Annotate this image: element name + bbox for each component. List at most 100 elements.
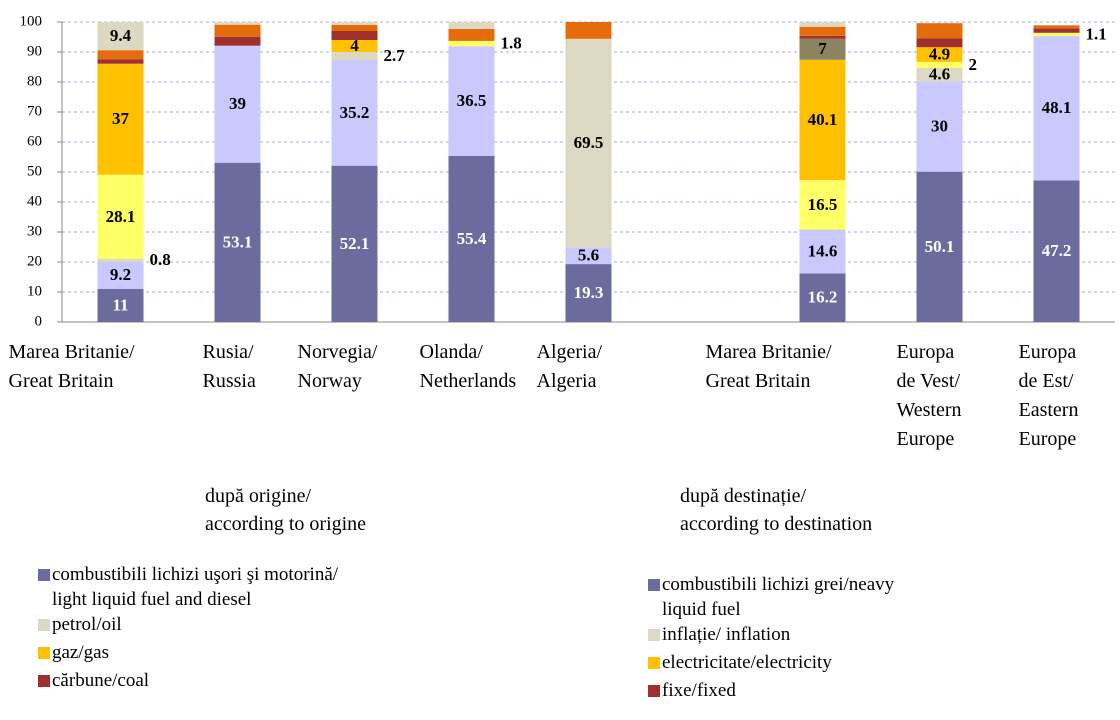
y-tick-label: 40 bbox=[27, 193, 42, 209]
data-label: 4 bbox=[350, 36, 359, 55]
bar-segment bbox=[97, 289, 144, 322]
y-tick-label: 10 bbox=[27, 283, 42, 299]
bar-segment bbox=[799, 35, 846, 39]
data-label: 48.1 bbox=[1042, 98, 1072, 117]
bar-segment bbox=[214, 162, 261, 322]
bar-segment bbox=[916, 61, 963, 68]
y-tick-label: 80 bbox=[27, 73, 42, 89]
data-label: 50.1 bbox=[925, 237, 955, 256]
bar-segment bbox=[331, 40, 378, 52]
data-label: 36.5 bbox=[457, 91, 487, 110]
bar-segment bbox=[331, 52, 378, 61]
data-label: 69.5 bbox=[574, 133, 604, 152]
bar-segment bbox=[565, 247, 612, 265]
bar-segment bbox=[214, 24, 261, 37]
bar-segment bbox=[799, 22, 846, 27]
bar-segment bbox=[799, 180, 846, 230]
legend-label: fixe/fixed bbox=[662, 680, 736, 701]
bar-segment bbox=[331, 60, 378, 166]
y-tick-label: 70 bbox=[27, 103, 42, 119]
x-tick-label: Algeria/ Algeria bbox=[536, 341, 603, 392]
legend-swatch bbox=[648, 629, 660, 641]
data-label: 4.6 bbox=[929, 65, 950, 84]
data-label: 55.4 bbox=[457, 229, 487, 248]
bar-segment bbox=[916, 38, 963, 48]
data-label: 19.3 bbox=[574, 283, 604, 302]
bar-segment bbox=[97, 174, 144, 259]
bar-segment bbox=[448, 40, 495, 47]
bar-segment bbox=[1033, 28, 1080, 33]
legend-swatch bbox=[38, 569, 50, 581]
legend-swatch bbox=[648, 579, 660, 591]
bar-segment bbox=[1033, 180, 1080, 322]
bar-segment bbox=[214, 22, 261, 25]
bar-segment bbox=[799, 26, 846, 36]
bar-segment bbox=[916, 81, 963, 172]
bar-segment bbox=[97, 63, 144, 175]
bar-segment bbox=[448, 46, 495, 156]
data-label: 4.9 bbox=[929, 44, 950, 63]
bar-segment bbox=[565, 264, 612, 322]
legend-label: electricitate/electricity bbox=[662, 652, 832, 673]
legend-label: gaz/gas bbox=[52, 642, 109, 663]
data-label: 7 bbox=[818, 39, 827, 58]
data-label: 47.2 bbox=[1042, 241, 1072, 260]
bar-segment bbox=[916, 23, 963, 39]
data-label: 39 bbox=[229, 94, 246, 113]
legend-swatch bbox=[38, 675, 50, 687]
bar-segment bbox=[448, 22, 495, 29]
data-label: 40.1 bbox=[808, 110, 838, 129]
bar-segment bbox=[448, 155, 495, 322]
x-tick-label: Marea Britanie/ Great Britain bbox=[705, 341, 832, 392]
x-tick-label: Marea Britanie/ Great Britain bbox=[8, 341, 135, 392]
bar-segment bbox=[799, 59, 846, 181]
bar-segment bbox=[331, 25, 378, 31]
y-tick-label: 20 bbox=[27, 253, 42, 269]
legend-swatch bbox=[38, 619, 50, 631]
data-label: 11 bbox=[112, 295, 128, 314]
data-label: 5.6 bbox=[578, 246, 599, 265]
bar-segment bbox=[331, 31, 378, 40]
data-label: 9.2 bbox=[110, 265, 131, 284]
bar-segment bbox=[214, 36, 261, 46]
data-label: 14.6 bbox=[808, 241, 838, 260]
x-tick-label: Olanda/ Netherlands bbox=[419, 341, 517, 392]
legend-label: combustibili lichizi grei/neavy liquid f… bbox=[662, 574, 895, 620]
x-tick-label: Rusia/ Russia bbox=[202, 341, 256, 392]
x-tick-label: Europa de Est/ Eastern Europe bbox=[1018, 341, 1079, 450]
legend-swatch bbox=[648, 657, 660, 669]
legend-swatch bbox=[38, 647, 50, 659]
legend-label: combustibili lichizi uşori şi motorină/ … bbox=[52, 564, 339, 610]
bar-segment bbox=[916, 67, 963, 82]
y-tick-label: 100 bbox=[20, 13, 43, 29]
data-label: 52.1 bbox=[340, 234, 370, 253]
bar-segment bbox=[97, 59, 144, 64]
bar-segment bbox=[565, 22, 612, 39]
bar-segment bbox=[916, 171, 963, 322]
group-label: după origine/ according to origine bbox=[205, 485, 367, 535]
bar-segment bbox=[565, 38, 612, 248]
data-label: 1.8 bbox=[501, 34, 522, 53]
y-tick-label: 30 bbox=[27, 223, 42, 239]
chart: 0 10 20 30 40 50 60 70 80 90 100 11 9.2 0.8 28.1 37 9.4 5… bbox=[20, 13, 1115, 329]
bar-segment bbox=[214, 45, 261, 163]
data-label: 1.1 bbox=[1086, 24, 1107, 43]
y-tick-label: 60 bbox=[27, 133, 42, 149]
bar-segment bbox=[97, 261, 144, 289]
data-label: 2 bbox=[969, 55, 978, 74]
bar-segment bbox=[97, 22, 144, 51]
bar-segment bbox=[1033, 36, 1080, 181]
data-label: 9.4 bbox=[110, 26, 132, 45]
legend-label: petrol/oil bbox=[52, 614, 122, 635]
data-label: 30 bbox=[931, 117, 948, 136]
data-label: 16.2 bbox=[808, 288, 838, 307]
data-label: 28.1 bbox=[106, 207, 136, 226]
bar-segment bbox=[1033, 25, 1080, 29]
bar-segment bbox=[97, 259, 144, 262]
data-label: 53.1 bbox=[223, 232, 253, 251]
x-tick-label: Norvegia/ Norway bbox=[297, 341, 378, 392]
bar-segment bbox=[799, 273, 846, 322]
legend-swatch bbox=[648, 685, 660, 697]
bar-segment bbox=[97, 50, 144, 60]
